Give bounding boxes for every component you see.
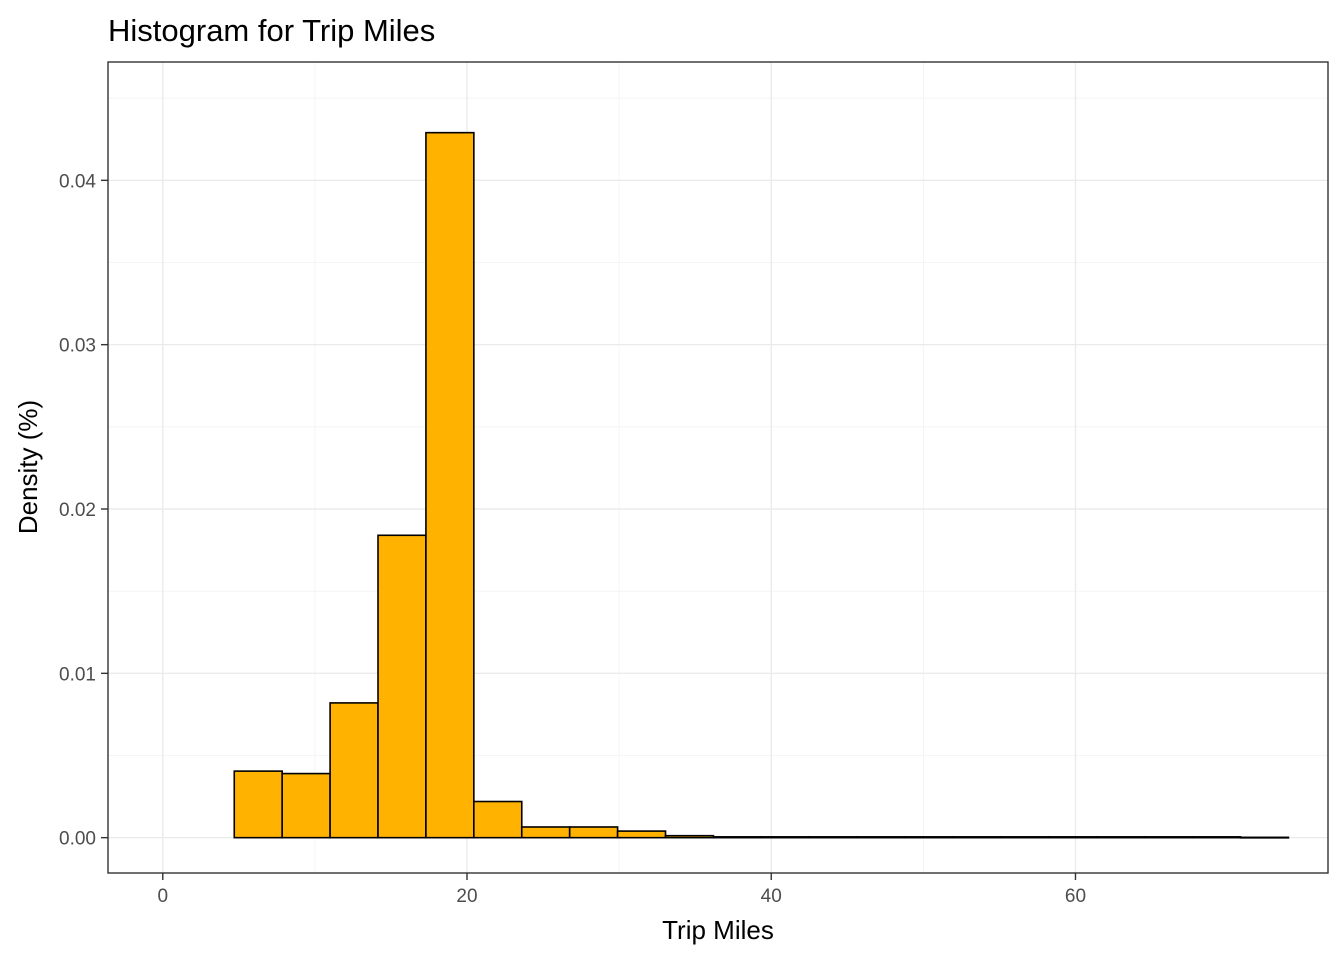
histogram-bar — [1048, 836, 1098, 839]
y-tick-label: 0.02 — [59, 500, 96, 521]
histogram-bar — [904, 836, 954, 839]
histogram-bar — [425, 131, 475, 839]
histogram-bar — [856, 836, 906, 839]
y-tick-label: 0.01 — [59, 664, 96, 685]
histogram-bar — [1000, 836, 1050, 839]
histogram-bar — [329, 702, 379, 839]
x-axis-title: Trip Miles — [662, 915, 774, 945]
histogram-bar — [712, 836, 763, 839]
histogram-bar — [1143, 836, 1194, 839]
histogram-bar — [952, 836, 1002, 839]
y-tick-label: 0.04 — [59, 171, 96, 192]
panel-border — [107, 61, 1329, 874]
x-tick-label: 40 — [761, 886, 782, 907]
x-tick-label: 20 — [456, 886, 477, 907]
y-tick-label: 0.00 — [59, 829, 96, 850]
histogram-bar — [473, 800, 523, 839]
histogram-bar — [377, 534, 427, 839]
x-tick-label: 60 — [1065, 886, 1086, 907]
histogram-bar — [233, 770, 283, 839]
y-tick-label: 0.03 — [59, 336, 96, 357]
grid-lines — [108, 62, 1328, 873]
histogram-bar — [1095, 836, 1146, 839]
histogram-bar — [760, 836, 811, 839]
histogram-bar — [1191, 836, 1242, 839]
histogram-bar — [520, 826, 571, 839]
histogram-bar — [281, 772, 331, 839]
histogram-bar — [1239, 836, 1290, 839]
histogram-bar — [568, 826, 619, 839]
histogram-bar — [808, 836, 858, 839]
histogram-bar — [664, 834, 715, 839]
x-tick-label: 0 — [157, 886, 168, 907]
y-axis-title: Density (%) — [13, 400, 43, 534]
histogram-bars — [233, 131, 1290, 839]
x-axis: 0 20 40 60 — [157, 873, 1086, 907]
chart-title: Histogram for Trip Miles — [108, 13, 435, 48]
histogram-bar — [616, 830, 667, 839]
y-axis: 0.00 0.01 0.02 0.03 0.04 — [59, 171, 108, 850]
